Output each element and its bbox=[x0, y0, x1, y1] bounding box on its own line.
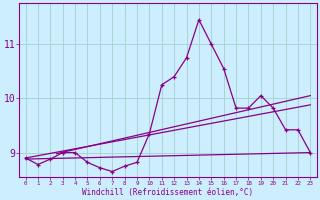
X-axis label: Windchill (Refroidissement éolien,°C): Windchill (Refroidissement éolien,°C) bbox=[82, 188, 253, 197]
